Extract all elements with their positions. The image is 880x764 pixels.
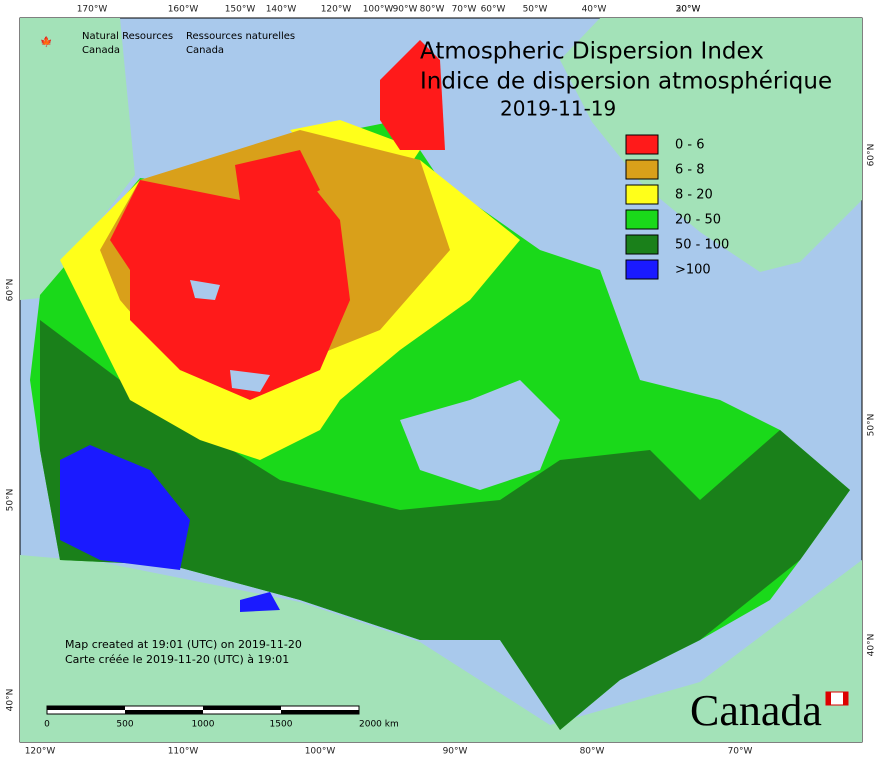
legend-label: 8 - 20 <box>675 188 713 203</box>
graticule-label: 50°N <box>6 489 16 512</box>
legend-label: 20 - 50 <box>675 213 721 228</box>
footnote: Map created at 19:01 (UTC) on 2019-11-20 <box>65 638 302 651</box>
graticule-label: 40°W <box>582 5 607 15</box>
graticule-label: 60°W <box>481 5 506 15</box>
scale-label: 500 <box>116 720 133 730</box>
graticule-label: 50°W <box>523 5 548 15</box>
usa <box>20 555 862 742</box>
wordmark-flag <box>843 692 848 705</box>
legend-swatch <box>625 209 659 230</box>
graticule-label: 160°W <box>168 5 199 15</box>
agency-en: Canada <box>82 45 120 56</box>
scale-bar-seg <box>125 710 203 714</box>
graticule-label: 70°W <box>452 5 477 15</box>
title: Atmospheric Dispersion Index <box>420 39 764 65</box>
wordmark-flag <box>826 692 831 705</box>
graticule-label: 70°W <box>728 747 753 757</box>
graticule-label: 50°N <box>867 414 877 437</box>
graticule-label: 120°W <box>25 747 56 757</box>
graticule-label: 40°N <box>867 634 877 657</box>
graticule-label: 90°W <box>443 747 468 757</box>
footnote: Carte créée le 2019-11-20 (UTC) à 19:01 <box>65 653 289 666</box>
graticule-label: 60°N <box>867 144 877 167</box>
graticule-label: 120°W <box>321 5 352 15</box>
legend-label: >100 <box>675 263 711 278</box>
legend-swatch <box>625 159 659 180</box>
scale-label: 1500 <box>270 720 293 730</box>
scale-label: 0 <box>44 720 50 730</box>
legend-label: 50 - 100 <box>675 238 729 253</box>
graticule-label: 110°W <box>168 747 199 757</box>
graticule-label: 40°N <box>6 689 16 712</box>
scale-bar <box>46 705 360 715</box>
graticule-label: 60°N <box>6 279 16 302</box>
legend-swatch <box>625 234 659 255</box>
graticule-label: 140°W <box>266 5 297 15</box>
scale-label: 2000 km <box>359 720 399 730</box>
scale-bar-seg <box>203 706 281 710</box>
alaska <box>20 18 135 300</box>
region <box>40 320 850 730</box>
scale-label: 1000 <box>192 720 215 730</box>
region <box>60 445 190 570</box>
scale-bar-seg <box>281 710 359 714</box>
graticule-label: 100°W <box>363 5 394 15</box>
scale-bar-seg <box>47 706 125 710</box>
graticule-label: 20°W <box>676 5 701 15</box>
region <box>235 150 320 210</box>
legend-swatch <box>625 259 659 280</box>
lake <box>190 280 220 300</box>
hudson-bay <box>400 380 560 490</box>
graticule-label: 30°W <box>676 5 701 15</box>
region <box>240 592 280 612</box>
graticule-label: 80°W <box>580 747 605 757</box>
lakes <box>190 280 560 490</box>
graticule-label: 170°W <box>77 5 108 15</box>
legend-swatch <box>625 184 659 205</box>
legend-swatch <box>625 134 659 155</box>
wordmark: Canada <box>690 686 822 735</box>
region <box>110 170 350 400</box>
graticule-label: 150°W <box>225 5 256 15</box>
title: Indice de dispersion atmosphérique <box>420 69 832 95</box>
agency-fr: Ressources naturelles <box>186 31 295 42</box>
region <box>380 40 445 150</box>
graticule-label: 100°W <box>305 747 336 757</box>
agency-fr: Canada <box>186 45 224 56</box>
greenland <box>560 18 862 272</box>
legend: 0 - 6 6 - 8 8 - 20 20 - 50 50 - 100 >100 <box>625 134 729 280</box>
graticule-label: 90°W <box>393 5 418 15</box>
agency-en: Natural Resources <box>82 31 173 42</box>
legend-label: 6 - 8 <box>675 163 705 178</box>
lake <box>230 370 270 392</box>
legend-label: 0 - 6 <box>675 138 705 153</box>
date: 2019-11-19 <box>500 97 616 121</box>
flag: 🍁 <box>40 35 52 48</box>
graticule-label: 80°W <box>420 5 445 15</box>
dispersion-regions <box>30 40 850 730</box>
